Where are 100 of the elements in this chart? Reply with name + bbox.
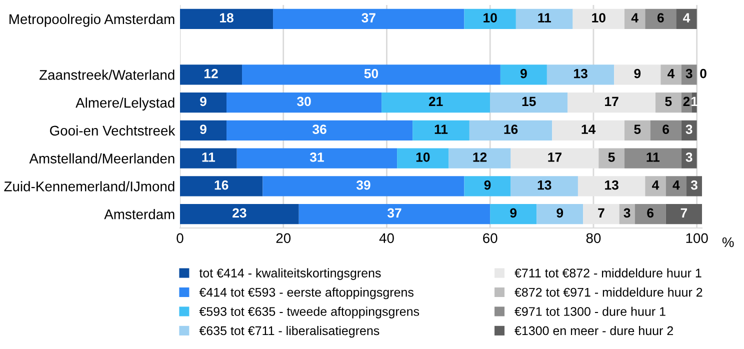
y-tick-label: Gooi-en Vechtstreek (50, 125, 176, 136)
legend-label: tot €414 - kwaliteitskortingsgrens (199, 268, 381, 280)
bar (578, 176, 646, 196)
data-label: 6 (647, 208, 654, 218)
bar (572, 8, 624, 29)
data-label: 12 (204, 68, 218, 78)
bar (448, 148, 511, 168)
data-label: 9 (556, 208, 564, 218)
bar (490, 92, 568, 113)
bar (655, 92, 682, 113)
data-label: 11 (538, 13, 551, 22)
bar (510, 176, 578, 196)
data-label: 9 (510, 208, 517, 218)
bar (516, 8, 573, 29)
data-label: 23 (232, 208, 246, 218)
bar (242, 64, 500, 85)
data-label: 4 (672, 180, 680, 190)
bar (464, 8, 516, 29)
data-label: 3 (624, 208, 630, 218)
bar (490, 204, 537, 224)
bar (660, 64, 682, 85)
data-label: 14 (582, 124, 596, 134)
y-tick-label: Amstelland/Meerlanden (29, 153, 174, 164)
data-label: 11 (434, 124, 448, 134)
data-label: 21 (428, 96, 443, 106)
bar (226, 92, 382, 113)
data-label: 17 (548, 152, 562, 162)
data-label: 5 (665, 96, 672, 106)
bar (676, 8, 697, 29)
data-label: 18 (220, 13, 234, 22)
data-label: 16 (504, 124, 518, 134)
bar (598, 148, 624, 168)
bar (614, 64, 661, 85)
legend-label: €414 tot €593 - eerste aftoppingsgrens (199, 288, 414, 300)
data-label: 9 (484, 180, 491, 190)
data-label: 12 (473, 152, 487, 162)
bar (262, 176, 464, 196)
bar (180, 8, 274, 29)
bar (412, 120, 470, 140)
bar (226, 120, 413, 140)
data-label: 4 (631, 13, 638, 22)
data-label: 13 (574, 68, 588, 78)
bar (180, 120, 227, 140)
bar (180, 148, 237, 168)
bar (180, 64, 242, 85)
data-label: 17 (605, 96, 618, 106)
bar (180, 204, 299, 224)
data-label: 36 (312, 124, 326, 134)
data-label: 9 (200, 124, 206, 134)
bar (568, 92, 656, 113)
data-label: 37 (387, 208, 402, 218)
data-label: 3 (686, 152, 692, 162)
data-label: 10 (484, 13, 497, 22)
bar (273, 8, 464, 29)
bar (546, 64, 614, 85)
data-label: 30 (297, 96, 311, 106)
legend-label: €872 tot €971 - middeldure huur 2 (514, 288, 702, 297)
data-label: 31 (310, 152, 324, 162)
bar (298, 204, 490, 224)
data-label: 6 (662, 124, 670, 134)
data-label: 50 (364, 68, 378, 78)
legend-label: €635 tot €711 - liberalisatiegrens (199, 326, 380, 338)
data-label: 0 (700, 68, 706, 78)
legend-label: €1300 en meer - dure huur 2 (514, 326, 673, 336)
data-label: 3 (690, 180, 698, 190)
data-label: 10 (416, 152, 430, 162)
bar (469, 120, 552, 140)
x-tick-label: 40 (379, 233, 394, 244)
data-label: 13 (605, 180, 618, 190)
data-label: 9 (520, 68, 527, 78)
bar (645, 176, 666, 196)
data-label: 7 (598, 208, 604, 218)
bar (382, 92, 490, 113)
legend-label: €711 tot €872 - middeldure huur 1 (514, 268, 702, 278)
bar (666, 204, 702, 224)
bar (536, 204, 584, 224)
bar (624, 120, 650, 140)
data-label: 2 (683, 96, 690, 106)
bar (552, 120, 624, 140)
x-tick-label: 100 (686, 233, 708, 244)
x-tick-label: 0 (176, 233, 184, 244)
bar (645, 8, 676, 29)
data-label: 11 (646, 152, 660, 162)
data-label: 3 (686, 68, 692, 78)
y-tick-label: Amsterdam (104, 209, 174, 220)
bar (510, 148, 599, 168)
bar (624, 148, 682, 168)
data-label: 7 (680, 208, 687, 218)
bar (634, 204, 666, 224)
bar (180, 176, 263, 196)
bar (583, 204, 620, 224)
data-label: 16 (214, 180, 228, 190)
data-label: 6 (657, 13, 664, 22)
data-label: 4 (652, 180, 660, 190)
data-label: 5 (634, 124, 641, 134)
bar (650, 120, 682, 140)
data-label: 3 (686, 124, 692, 134)
x-tick-label: 80 (586, 233, 601, 244)
bar (666, 176, 686, 196)
data-label: 11 (202, 152, 216, 162)
